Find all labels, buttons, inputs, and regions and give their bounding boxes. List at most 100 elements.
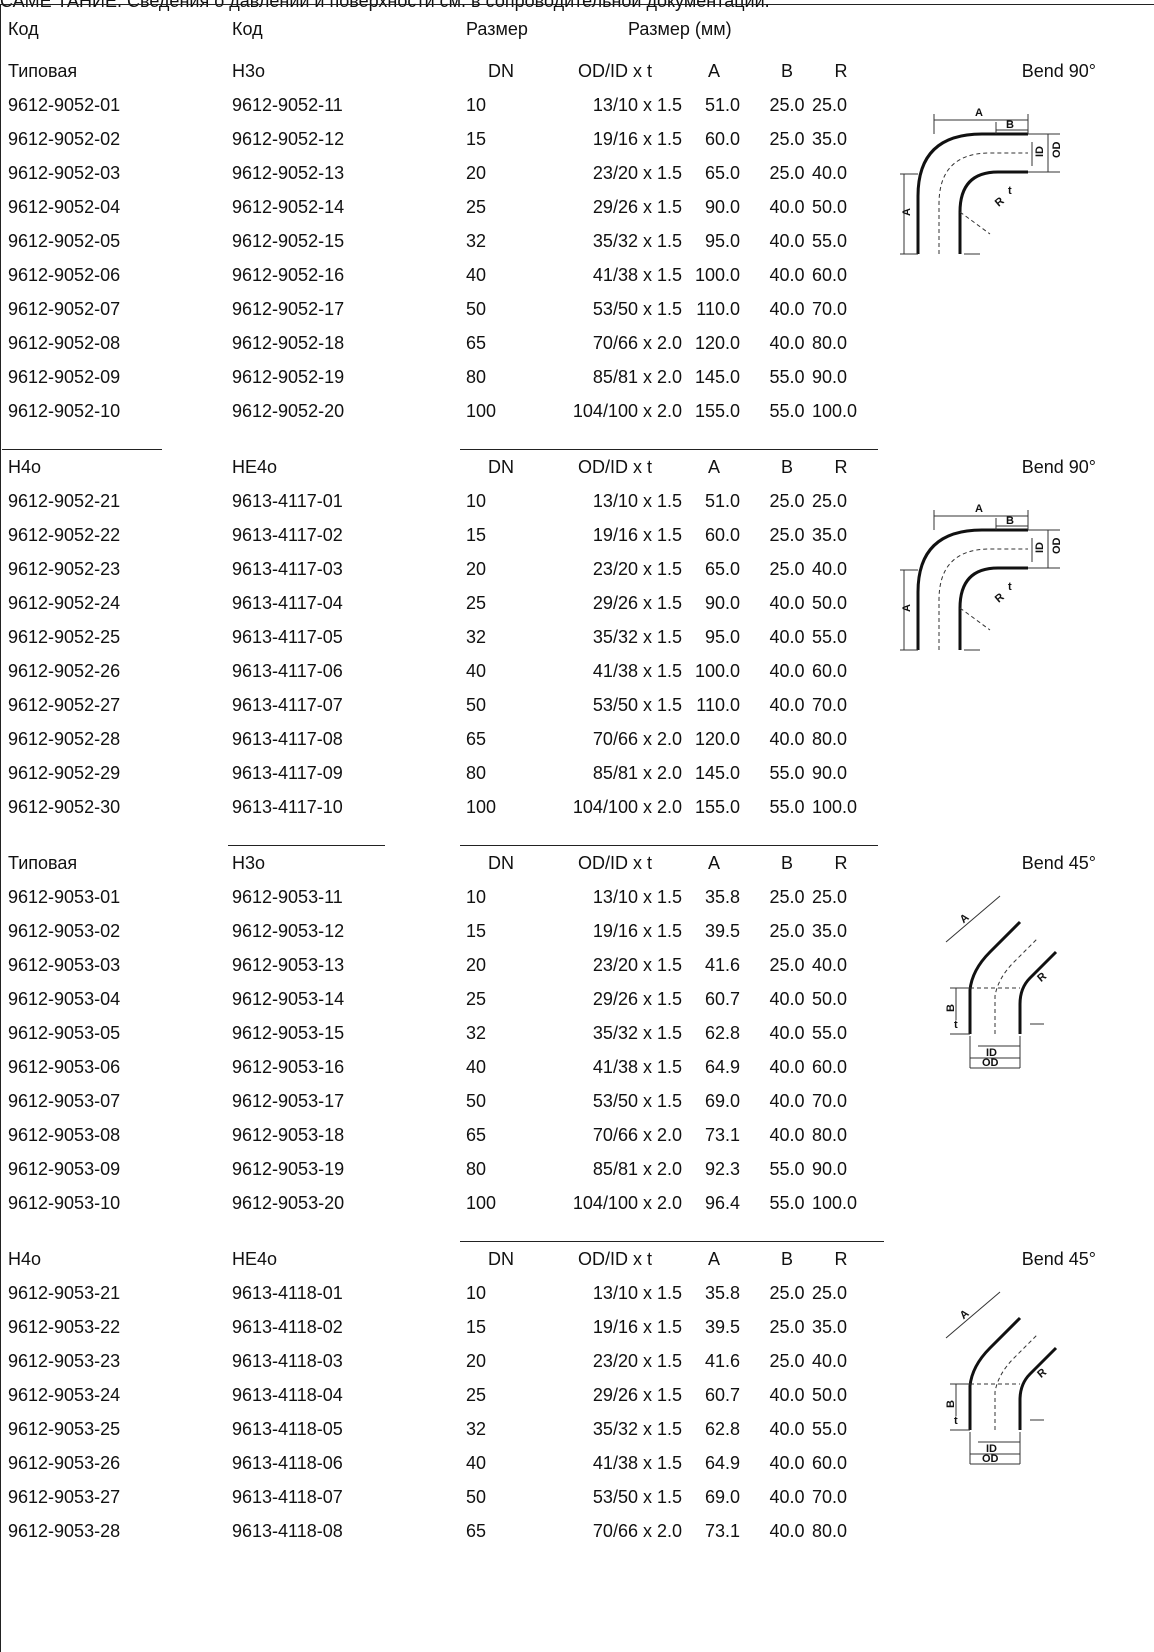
table-cell-dn: 50 — [466, 695, 487, 715]
table-cell-type-code: 9612-9053-24 — [8, 1385, 121, 1405]
table-cell-od-id-t: 104/100 x 2.0 — [572, 1193, 682, 1213]
table-cell-r: 35.0 — [812, 525, 848, 545]
table-cell-r: 60.0 — [812, 661, 848, 681]
table-cell-a: 62.8 — [704, 1419, 740, 1439]
section-3-header-alt-code: H3o — [232, 853, 266, 873]
table-cell-a: 64.9 — [704, 1453, 740, 1473]
table-cell-alt-code: 9612-9052-18 — [232, 333, 345, 353]
table-cell-dn: 25 — [466, 989, 487, 1009]
svg-text:ID: ID — [986, 1443, 997, 1455]
table-cell-r: 80.0 — [812, 333, 848, 353]
table-cell-dn: 65 — [466, 1521, 487, 1541]
header-code-2: Код — [232, 19, 263, 39]
table-cell-b: 40.0 — [769, 989, 805, 1009]
table-cell-r: 25.0 — [812, 95, 848, 115]
table-cell-od-id-t: 19/16 x 1.5 — [592, 129, 682, 149]
table-cell-alt-code: 9612-9052-15 — [232, 231, 345, 251]
table-cell-dn: 65 — [466, 1125, 487, 1145]
svg-text:ID: ID — [986, 1047, 997, 1059]
table-cell-b: 55.0 — [769, 401, 805, 421]
table-cell-r: 55.0 — [812, 1023, 848, 1043]
table-cell-od-id-t: 13/10 x 1.5 — [592, 491, 682, 511]
table-cell-od-id-t: 19/16 x 1.5 — [592, 921, 682, 941]
table-cell-type-code: 9612-9052-03 — [8, 163, 121, 183]
table-cell-type-code: 9612-9052-28 — [8, 729, 121, 749]
section-4-header-r: R — [834, 1249, 848, 1269]
table-cell-b: 40.0 — [769, 627, 805, 647]
table-cell-b: 40.0 — [769, 729, 805, 749]
table-cell-a: 100.0 — [694, 661, 740, 681]
table-cell-alt-code: 9612-9052-11 — [232, 95, 343, 115]
dim-b-label: B — [1006, 515, 1014, 527]
section-divider — [460, 1241, 884, 1242]
table-cell-r: 35.0 — [812, 1317, 848, 1337]
table-cell-r: 70.0 — [812, 695, 848, 715]
table-cell-od-id-t: 35/32 x 1.5 — [592, 231, 682, 251]
section-3-header-dn: DN — [488, 853, 514, 873]
table-cell-type-code: 9612-9052-24 — [8, 593, 121, 613]
table-cell-od-id-t: 85/81 x 2.0 — [592, 1159, 682, 1179]
table-cell-type-code: 9612-9052-01 — [8, 95, 121, 115]
section-2-header-a: A — [707, 457, 720, 477]
table-cell-od-id-t: 23/20 x 1.5 — [592, 163, 682, 183]
section-3-bend-label: Bend 45° — [1021, 853, 1096, 873]
table-cell-type-code: 9612-9053-09 — [8, 1159, 121, 1179]
table-cell-od-id-t: 19/16 x 1.5 — [592, 1317, 682, 1337]
section-4-header-a: A — [707, 1249, 720, 1269]
table-cell-dn: 32 — [466, 1023, 487, 1043]
table-cell-alt-code: 9613-4118-01 — [232, 1283, 343, 1303]
table-cell-od-id-t: 104/100 x 2.0 — [572, 797, 682, 817]
table-cell-alt-code: 9612-9053-11 — [232, 887, 343, 907]
table-cell-od-id-t: 53/50 x 1.5 — [592, 299, 682, 319]
table-cell-dn: 10 — [466, 95, 487, 115]
table-cell-dn: 20 — [466, 955, 487, 975]
table-cell-r: 40.0 — [812, 559, 848, 579]
table-cell-a: 62.8 — [704, 1023, 740, 1043]
table-cell-od-id-t: 53/50 x 1.5 — [592, 1091, 682, 1111]
table-cell-a: 155.0 — [694, 797, 740, 817]
table-cell-dn: 65 — [466, 729, 487, 749]
table-cell-alt-code: 9612-9053-20 — [232, 1193, 345, 1213]
table-cell-a: 69.0 — [704, 1091, 740, 1111]
table-cell-a: 39.5 — [704, 1317, 740, 1337]
section-2-header-type-code: H4o — [8, 457, 42, 477]
table-cell-r: 100.0 — [812, 797, 858, 817]
table-cell-alt-code: 9613-4118-03 — [232, 1351, 343, 1371]
table-cell-alt-code: 9612-9053-18 — [232, 1125, 345, 1145]
svg-text:B: B — [945, 1004, 957, 1012]
table-cell-b: 25.0 — [769, 559, 805, 579]
table-cell-b: 25.0 — [769, 1351, 805, 1371]
table-cell-a: 65.0 — [704, 559, 740, 579]
table-cell-a: 145.0 — [694, 763, 740, 783]
section-4-header-dn: DN — [488, 1249, 514, 1269]
table-cell-dn: 32 — [466, 627, 487, 647]
table-cell-dn: 65 — [466, 333, 487, 353]
table-cell-r: 50.0 — [812, 989, 848, 1009]
table-cell-dn: 25 — [466, 593, 487, 613]
section-divider — [2, 449, 162, 450]
table-cell-od-id-t: 29/26 x 1.5 — [592, 1385, 682, 1405]
table-cell-a: 60.0 — [704, 129, 740, 149]
table-cell-b: 55.0 — [769, 367, 805, 387]
table-cell-b: 25.0 — [769, 1317, 805, 1337]
table-cell-type-code: 9612-9053-10 — [8, 1193, 121, 1213]
table-cell-dn: 15 — [466, 525, 487, 545]
table-cell-alt-code: 9612-9052-19 — [232, 367, 345, 387]
section-2-header-od-id-t: OD/ID x t — [577, 457, 652, 477]
table-cell-b: 40.0 — [769, 1487, 805, 1507]
table-cell-a: 41.6 — [704, 1351, 740, 1371]
table-cell-b: 40.0 — [769, 1057, 805, 1077]
table-cell-alt-code: 9612-9053-15 — [232, 1023, 345, 1043]
table-cell-r: 70.0 — [812, 1487, 848, 1507]
table-cell-a: 110.0 — [696, 299, 740, 319]
table-cell-od-id-t: 85/81 x 2.0 — [592, 763, 682, 783]
table-cell-b: 40.0 — [769, 1419, 805, 1439]
table-cell-a: 64.9 — [704, 1057, 740, 1077]
table-cell-alt-code: 9613-4118-08 — [232, 1521, 343, 1541]
svg-text:A: A — [975, 503, 983, 515]
section-4-header-b: B — [780, 1249, 793, 1269]
svg-text:OD: OD — [1051, 141, 1063, 158]
table-cell-alt-code: 9612-9053-13 — [232, 955, 345, 975]
table-cell-r: 55.0 — [812, 231, 848, 251]
header-size: Размер — [466, 19, 528, 39]
